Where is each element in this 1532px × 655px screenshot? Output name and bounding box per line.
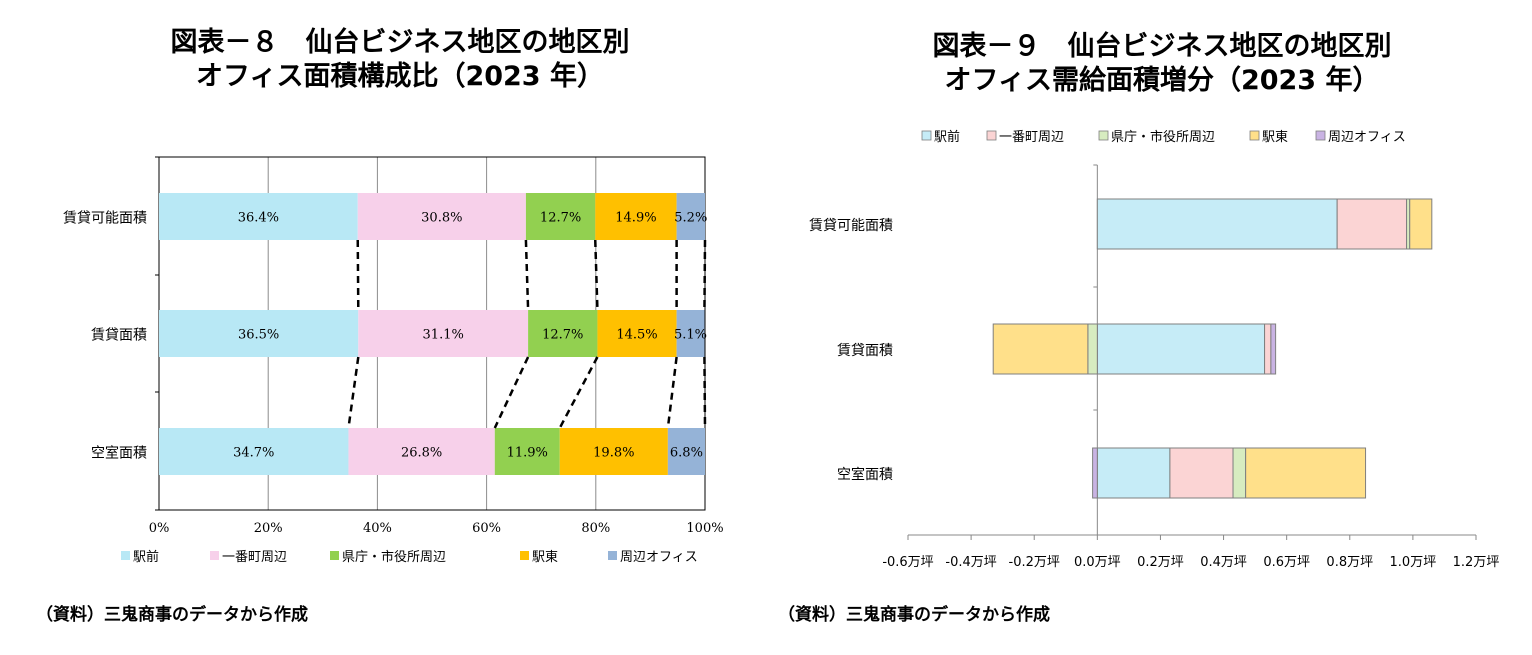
data-label: 34.7% bbox=[233, 446, 274, 461]
data-label: 12.7% bbox=[542, 328, 583, 343]
bar-segment bbox=[676, 193, 705, 240]
bar-segment bbox=[1270, 323, 1277, 375]
bar-segment bbox=[1264, 323, 1272, 375]
x-tick-label: 20% bbox=[254, 521, 283, 536]
x-tick-label: 0.2万坪 bbox=[1137, 555, 1184, 570]
x-tick-label: 0% bbox=[149, 521, 170, 536]
legend-swatch bbox=[921, 130, 932, 141]
data-label: 5.1% bbox=[674, 328, 707, 343]
x-tick-label: 40% bbox=[363, 521, 392, 536]
data-label: 36.5% bbox=[238, 328, 279, 343]
legend-label: 駅前 bbox=[934, 129, 960, 145]
data-label: 12.7% bbox=[540, 211, 581, 226]
right-title-line1: 図表－９ 仙台ビジネス地区の地区別 bbox=[932, 31, 1392, 62]
bar-segment bbox=[159, 193, 358, 240]
legend-swatch bbox=[1249, 130, 1260, 141]
category-label: 賃貸可能面積 bbox=[809, 218, 893, 234]
bar-segment bbox=[1096, 198, 1338, 250]
x-tick-label: 0.0万坪 bbox=[1074, 555, 1121, 570]
legend-swatch bbox=[608, 551, 617, 560]
left-source-note: （資料）三鬼商事のデータから作成 bbox=[36, 605, 308, 625]
legend-label: 県庁・市役所周辺 bbox=[342, 549, 446, 565]
bar-segment bbox=[1169, 447, 1234, 499]
x-tick-label: -0.4万坪 bbox=[945, 555, 996, 570]
data-label: 36.4% bbox=[238, 211, 279, 226]
legend-label: 県庁・市役所周辺 bbox=[1111, 129, 1215, 145]
bar-segment bbox=[159, 428, 349, 475]
data-label: 30.8% bbox=[421, 211, 462, 226]
legend-label: 駅前 bbox=[133, 549, 159, 565]
x-tick-label: 100% bbox=[686, 521, 723, 536]
data-label: 19.8% bbox=[593, 446, 634, 461]
legend-label: 周辺オフィス bbox=[1328, 130, 1406, 145]
x-tick-label: 0.4万坪 bbox=[1200, 555, 1247, 570]
bar-segment bbox=[559, 428, 668, 475]
connector-line bbox=[493, 356, 530, 429]
bar-segment bbox=[1092, 447, 1098, 499]
data-label: 31.1% bbox=[423, 328, 464, 343]
x-tick-label: 1.2万坪 bbox=[1453, 555, 1500, 570]
bar-segment bbox=[358, 310, 529, 357]
bar-segment bbox=[1232, 447, 1247, 499]
category-label: 賃貸可能面積 bbox=[63, 211, 147, 227]
bar-segment bbox=[525, 193, 596, 240]
x-tick-label: 0.6万坪 bbox=[1263, 555, 1310, 570]
left-title-line2: オフィス面積構成比（2023 年） bbox=[195, 61, 604, 92]
data-label: 5.2% bbox=[674, 211, 707, 226]
data-label: 26.8% bbox=[401, 446, 442, 461]
x-tick-label: 0.8万坪 bbox=[1326, 555, 1373, 570]
bar-segment bbox=[992, 323, 1089, 375]
bar-segment bbox=[494, 428, 560, 475]
legend-label: 駅東 bbox=[1262, 129, 1288, 145]
bar-segment bbox=[667, 428, 705, 475]
left-stacked-percent-chart: 36.4% 30.8% 12.7% 14.9% 5.2% 賃貸可能面積 36.5% 31.1%… bbox=[63, 156, 724, 565]
bar-segment bbox=[357, 193, 526, 240]
legend-swatch bbox=[520, 551, 529, 560]
legend-swatch bbox=[1098, 130, 1109, 141]
legend-swatch bbox=[210, 551, 219, 560]
bar-segment bbox=[159, 310, 359, 357]
right-source-note: （資料）三鬼商事のデータから作成 bbox=[778, 605, 1050, 625]
legend-swatch bbox=[1315, 130, 1326, 141]
legend-label: 一番町周辺 bbox=[999, 130, 1064, 145]
bar-segment bbox=[1087, 323, 1098, 375]
right-title-line2: オフィス需給面積増分（2023 年） bbox=[944, 65, 1380, 96]
bar-segment bbox=[1409, 198, 1433, 250]
category-label: 空室面積 bbox=[837, 466, 893, 483]
bar-segment bbox=[1096, 447, 1171, 499]
category-label: 空室面積 bbox=[91, 445, 147, 462]
bar-segment bbox=[1096, 323, 1266, 375]
category-label: 賃貸面積 bbox=[837, 343, 893, 359]
legend-swatch bbox=[330, 551, 339, 560]
x-tick-label: 60% bbox=[472, 521, 501, 536]
category-label: 賃貸面積 bbox=[91, 328, 147, 344]
x-tick-label: 1.0万坪 bbox=[1390, 555, 1437, 570]
data-label: 14.9% bbox=[615, 211, 656, 226]
right-chart-title: 図表－９ 仙台ビジネス地区の地区別 オフィス需給面積増分（2023 年） bbox=[842, 30, 1482, 98]
left-title-line1: 図表－８ 仙台ビジネス地区の地区別 bbox=[170, 27, 630, 58]
x-tick-label: -0.2万坪 bbox=[1009, 555, 1060, 570]
legend-label: 一番町周辺 bbox=[222, 550, 287, 565]
bar-segment bbox=[1336, 198, 1408, 250]
legend-swatch bbox=[986, 130, 997, 141]
data-label: 14.5% bbox=[616, 328, 657, 343]
bar-segment bbox=[348, 428, 495, 475]
legend-label: 駅東 bbox=[532, 549, 558, 565]
bar-segment bbox=[597, 310, 677, 357]
data-label: 11.9% bbox=[507, 446, 548, 461]
bar-segment bbox=[1245, 447, 1367, 499]
x-tick-label: -0.6万坪 bbox=[882, 555, 933, 570]
bar-segment bbox=[676, 310, 705, 357]
data-label: 6.8% bbox=[670, 446, 703, 461]
bar-segment bbox=[528, 310, 598, 357]
legend-label: 周辺オフィス bbox=[620, 550, 698, 565]
left-chart-title: 図表－８ 仙台ビジネス地区の地区別 オフィス面積構成比（2023 年） bbox=[80, 26, 720, 94]
connector-line bbox=[558, 356, 599, 429]
legend-swatch bbox=[121, 551, 130, 560]
bar-segment bbox=[595, 193, 677, 240]
x-tick-label: 80% bbox=[581, 521, 610, 536]
